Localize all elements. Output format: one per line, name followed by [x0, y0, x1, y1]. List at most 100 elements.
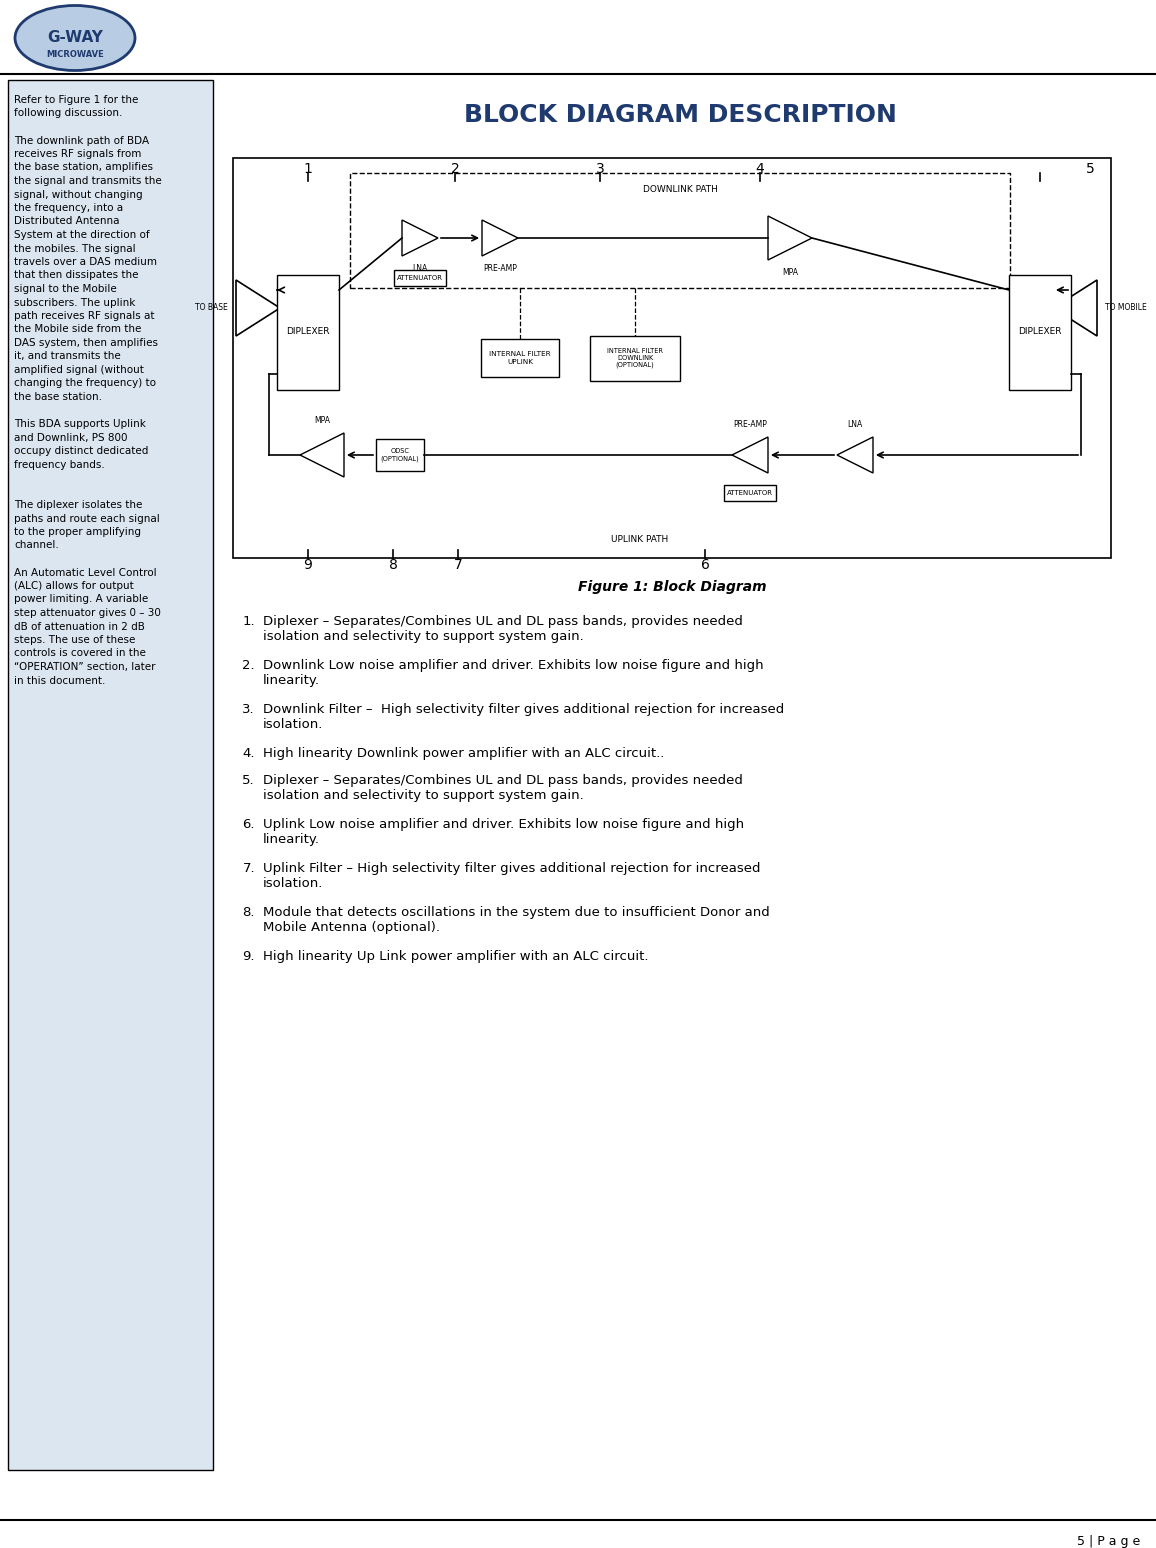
- Text: MPA: MPA: [314, 416, 329, 426]
- Text: ATTENUATOR: ATTENUATOR: [727, 491, 773, 495]
- Polygon shape: [1053, 280, 1097, 336]
- Text: to the proper amplifying: to the proper amplifying: [14, 526, 141, 537]
- Text: frequency bands.: frequency bands.: [14, 460, 105, 469]
- Text: System at the direction of: System at the direction of: [14, 231, 149, 240]
- Text: This BDA supports Uplink: This BDA supports Uplink: [14, 420, 146, 429]
- Text: the base station.: the base station.: [14, 392, 102, 402]
- Text: and Downlink, PS 800: and Downlink, PS 800: [14, 432, 127, 443]
- Text: TO MOBILE: TO MOBILE: [1105, 303, 1147, 313]
- Text: 6.: 6.: [243, 817, 255, 831]
- Text: 9: 9: [304, 557, 312, 573]
- Polygon shape: [482, 220, 518, 255]
- Text: path receives RF signals at: path receives RF signals at: [14, 311, 155, 320]
- Text: 8.: 8.: [243, 906, 255, 920]
- Text: 7.: 7.: [243, 862, 255, 875]
- Text: subscribers. The uplink: subscribers. The uplink: [14, 297, 135, 308]
- Text: the base station, amplifies: the base station, amplifies: [14, 163, 153, 172]
- Text: “OPERATION” section, later: “OPERATION” section, later: [14, 663, 156, 672]
- Bar: [8, 80, 213, 1471]
- Text: 1: 1: [304, 163, 312, 176]
- Text: signal, without changing: signal, without changing: [14, 189, 142, 200]
- Ellipse shape: [15, 6, 135, 71]
- Text: LNA: LNA: [847, 420, 862, 429]
- Text: ATTENUATOR: ATTENUATOR: [397, 276, 443, 282]
- Text: 5: 5: [1085, 163, 1095, 176]
- Bar: [277, 274, 339, 390]
- Polygon shape: [402, 220, 438, 255]
- Text: 4.: 4.: [243, 748, 255, 760]
- Text: channel.: channel.: [14, 540, 59, 551]
- Text: the frequency, into a: the frequency, into a: [14, 203, 124, 214]
- Text: LNA: LNA: [413, 265, 428, 272]
- Text: amplified signal (without: amplified signal (without: [14, 365, 143, 375]
- Text: controls is covered in the: controls is covered in the: [14, 649, 146, 658]
- Text: it, and transmits the: it, and transmits the: [14, 351, 120, 362]
- Text: 8: 8: [388, 557, 398, 573]
- Text: MICROWAVE: MICROWAVE: [46, 50, 104, 59]
- Text: ODSC
(OPTIONAL): ODSC (OPTIONAL): [380, 449, 420, 461]
- Text: signal to the Mobile: signal to the Mobile: [14, 283, 117, 294]
- Bar: [376, 440, 424, 471]
- Text: the Mobile side from the: the Mobile side from the: [14, 325, 141, 334]
- Text: DIPLEXER: DIPLEXER: [1018, 328, 1061, 336]
- Text: changing the frequency) to: changing the frequency) to: [14, 379, 156, 389]
- Polygon shape: [837, 437, 873, 474]
- Text: receives RF signals from: receives RF signals from: [14, 149, 141, 159]
- Text: PRE-AMP: PRE-AMP: [733, 420, 766, 429]
- Bar: [724, 485, 776, 502]
- Polygon shape: [768, 217, 812, 260]
- Text: paths and route each signal: paths and route each signal: [14, 514, 160, 523]
- Text: UPLINK PATH: UPLINK PATH: [612, 536, 668, 543]
- Text: that then dissipates the: that then dissipates the: [14, 271, 139, 280]
- Text: Refer to Figure 1 for the: Refer to Figure 1 for the: [14, 94, 139, 105]
- Polygon shape: [236, 280, 280, 336]
- Text: DAS system, then amplifies: DAS system, then amplifies: [14, 337, 158, 348]
- Text: Diplexer – Separates/Combines UL and DL pass bands, provides needed
isolation an: Diplexer – Separates/Combines UL and DL …: [264, 615, 743, 642]
- Text: dB of attenuation in 2 dB: dB of attenuation in 2 dB: [14, 621, 144, 632]
- Text: INTERNAL FILTER
DOWNLINK
(OPTIONAL): INTERNAL FILTER DOWNLINK (OPTIONAL): [607, 348, 664, 368]
- Bar: [234, 158, 1111, 557]
- Text: 1.: 1.: [243, 615, 255, 628]
- Text: following discussion.: following discussion.: [14, 108, 123, 119]
- Bar: [350, 173, 1010, 288]
- Text: 2: 2: [451, 163, 459, 176]
- Polygon shape: [732, 437, 768, 474]
- Text: the signal and transmits the: the signal and transmits the: [14, 176, 162, 186]
- Text: travels over a DAS medium: travels over a DAS medium: [14, 257, 157, 266]
- Text: Uplink Low noise amplifier and driver. Exhibits low noise figure and high
linear: Uplink Low noise amplifier and driver. E…: [264, 817, 744, 847]
- Text: PRE-AMP: PRE-AMP: [483, 265, 517, 272]
- Text: Uplink Filter – High selectivity filter gives additional rejection for increased: Uplink Filter – High selectivity filter …: [264, 862, 761, 890]
- Text: Module that detects oscillations in the system due to insufficient Donor and
Mob: Module that detects oscillations in the …: [264, 906, 770, 933]
- Text: The downlink path of BDA: The downlink path of BDA: [14, 136, 149, 146]
- Text: DIPLEXER: DIPLEXER: [287, 328, 329, 336]
- Text: G-WAY: G-WAY: [47, 29, 103, 45]
- Text: DOWNLINK PATH: DOWNLINK PATH: [643, 186, 718, 194]
- Text: 5.: 5.: [243, 774, 255, 786]
- Text: step attenuator gives 0 – 30: step attenuator gives 0 – 30: [14, 608, 161, 618]
- Text: 4: 4: [756, 163, 764, 176]
- Text: the mobiles. The signal: the mobiles. The signal: [14, 243, 135, 254]
- Text: (ALC) allows for output: (ALC) allows for output: [14, 580, 134, 591]
- Text: BLOCK DIAGRAM DESCRIPTION: BLOCK DIAGRAM DESCRIPTION: [464, 104, 896, 127]
- Text: 2.: 2.: [243, 659, 255, 672]
- Text: Figure 1: Block Diagram: Figure 1: Block Diagram: [578, 580, 766, 594]
- Text: 3: 3: [595, 163, 605, 176]
- Text: 9.: 9.: [243, 950, 255, 963]
- Text: 7: 7: [453, 557, 462, 573]
- Text: High linearity Downlink power amplifier with an ALC circuit..: High linearity Downlink power amplifier …: [264, 748, 665, 760]
- Text: occupy distinct dedicated: occupy distinct dedicated: [14, 446, 148, 457]
- Text: 3.: 3.: [243, 703, 255, 717]
- Text: TO BASE: TO BASE: [195, 303, 228, 313]
- Text: in this document.: in this document.: [14, 675, 105, 686]
- Text: The diplexer isolates the: The diplexer isolates the: [14, 500, 142, 509]
- Text: 5 | P a g e: 5 | P a g e: [1076, 1536, 1140, 1548]
- Bar: [394, 269, 446, 286]
- Text: power limiting. A variable: power limiting. A variable: [14, 594, 148, 605]
- Text: Downlink Filter –  High selectivity filter gives additional rejection for increa: Downlink Filter – High selectivity filte…: [264, 703, 784, 731]
- Bar: [1009, 274, 1070, 390]
- Text: An Automatic Level Control: An Automatic Level Control: [14, 568, 156, 577]
- Text: steps. The use of these: steps. The use of these: [14, 635, 135, 646]
- Bar: [590, 336, 680, 381]
- Bar: [481, 339, 560, 378]
- Text: Distributed Antenna: Distributed Antenna: [14, 217, 119, 226]
